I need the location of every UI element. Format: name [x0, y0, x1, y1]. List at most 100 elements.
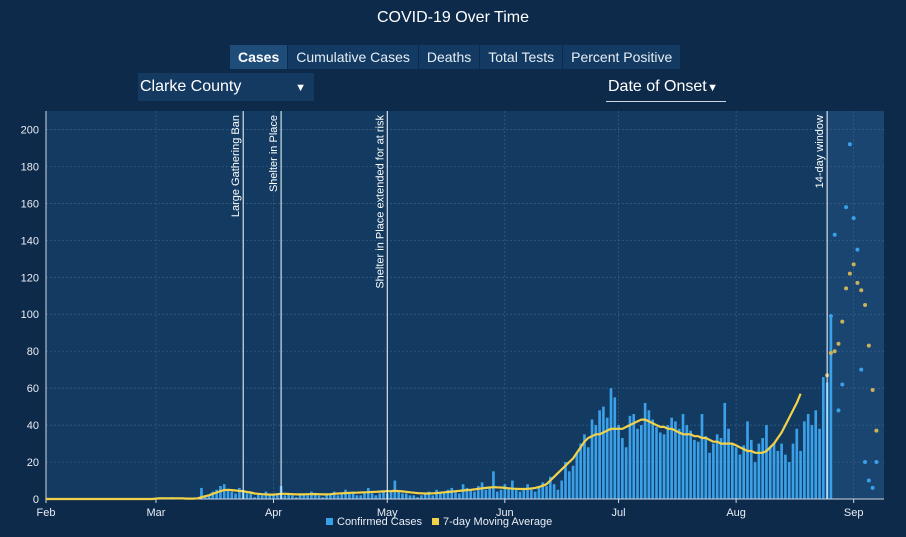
bar-confirmed-cases [765, 425, 768, 499]
window-point-cases [828, 314, 833, 319]
bar-confirmed-cases [420, 495, 423, 499]
bar-confirmed-cases [651, 419, 655, 499]
bar-confirmed-cases [427, 491, 431, 499]
bar-confirmed-cases [780, 443, 783, 499]
bar-confirmed-cases [749, 439, 753, 499]
bar-confirmed-cases [484, 489, 488, 499]
bar-confirmed-cases [230, 491, 234, 499]
bar-confirmed-cases [730, 443, 734, 499]
bar-confirmed-cases [696, 441, 700, 499]
bar-confirmed-cases [473, 491, 476, 499]
bar-confirmed-cases [389, 491, 393, 499]
chart-legend: Confirmed Cases 7-day Moving Average [326, 516, 552, 528]
y-tick-label: 120 [21, 272, 39, 284]
bar-confirmed-cases [283, 495, 287, 499]
bar-confirmed-cases [579, 443, 582, 499]
bar-confirmed-cases [700, 414, 704, 499]
bar-confirmed-cases [757, 443, 761, 499]
window-point-moving-average [828, 351, 833, 356]
bar-confirmed-cases [738, 454, 742, 499]
line-7-day-moving-average [46, 393, 802, 501]
bar-confirmed-cases [401, 493, 404, 499]
window-point-cases [874, 460, 879, 465]
county-dropdown[interactable]: Clarke County ▼ [138, 73, 314, 101]
window-point-cases [866, 478, 871, 483]
bar-confirmed-cases [575, 452, 579, 499]
bar-confirmed-cases [598, 410, 601, 499]
bar-confirmed-cases [643, 402, 647, 499]
window-point-moving-average [870, 387, 875, 392]
legend-item-moving-average[interactable]: 7-day Moving Average [431, 516, 553, 528]
bar-confirmed-cases [609, 388, 613, 499]
y-tick-label: 160 [21, 198, 39, 210]
bar-confirmed-cases [624, 447, 628, 499]
bar-confirmed-cases [442, 491, 446, 499]
bar-confirmed-cases [291, 495, 294, 499]
bar-confirmed-cases [594, 425, 598, 499]
bar-confirmed-cases [617, 425, 620, 499]
bar-confirmed-cases [541, 482, 545, 499]
bar-confirmed-cases [537, 487, 541, 499]
bar-confirmed-cases [776, 450, 780, 499]
bar-confirmed-cases [526, 484, 529, 499]
legend-label: 7-day Moving Average [442, 516, 553, 528]
y-tick-label: 60 [27, 383, 39, 395]
bar-confirmed-cases [715, 434, 719, 499]
bar-confirmed-cases [708, 452, 711, 499]
bar-confirmed-cases [746, 421, 749, 499]
window-point-moving-average [863, 303, 868, 307]
x-tick-label: Jun [496, 507, 514, 519]
bar-confirmed-cases [806, 414, 810, 499]
bar-confirmed-cases [590, 419, 594, 499]
chart-title: COVID-19 Over Time [376, 9, 530, 26]
x-tick-label: May [377, 507, 398, 519]
bar-confirmed-cases [586, 447, 590, 499]
date-type-dropdown[interactable]: Date of Onset ▼ [606, 73, 726, 102]
bar-confirmed-cases [791, 443, 795, 499]
plot-area [46, 111, 884, 499]
bar-confirmed-cases [681, 414, 685, 499]
bar-confirmed-cases [560, 480, 564, 499]
tab-cases[interactable]: Cases [230, 45, 288, 69]
window-point-cases [851, 216, 856, 221]
bar-confirmed-cases [799, 450, 802, 499]
bar-confirmed-cases [363, 491, 366, 499]
tab-deaths[interactable]: Deaths [417, 45, 479, 69]
bar-confirmed-cases [772, 443, 776, 499]
bar-confirmed-cases [693, 439, 696, 499]
bar-confirmed-cases [275, 493, 279, 499]
bar-confirmed-cases [408, 495, 412, 499]
tab-total-tests[interactable]: Total Tests [479, 45, 562, 69]
county-dropdown-value: Clarke County [140, 78, 242, 95]
bar-confirmed-cases [344, 489, 347, 499]
window-point-moving-average [844, 286, 849, 291]
bar-confirmed-cases [784, 454, 787, 499]
bar-confirmed-cases [689, 430, 692, 499]
bar-confirmed-cases [545, 486, 548, 499]
bar-confirmed-cases [423, 493, 427, 499]
bar-confirmed-cases [727, 428, 730, 499]
bar-confirmed-cases [605, 417, 609, 499]
window-point-moving-average [832, 349, 837, 354]
x-tick-label: Sep [844, 507, 864, 519]
bar-confirmed-cases [655, 426, 658, 499]
bar-confirmed-cases [670, 417, 673, 499]
legend-item-confirmed-cases[interactable]: Confirmed Cases [326, 516, 422, 528]
bar-confirmed-cases [632, 414, 636, 499]
bar-confirmed-cases [332, 491, 336, 499]
annotation-label: 14-day window [814, 115, 826, 188]
bar-confirmed-cases [514, 489, 518, 499]
bar-confirmed-cases [658, 432, 662, 499]
bar-confirmed-cases [306, 495, 309, 499]
x-tick-label: Feb [37, 507, 56, 519]
bar-confirmed-cases [639, 425, 643, 499]
tab-percent-positive[interactable]: Percent Positive [562, 45, 680, 69]
y-tick-label: 100 [21, 309, 39, 321]
annotation-label: Large Gathering Ban [230, 115, 242, 217]
window-point-cases [832, 232, 837, 237]
window-point-cases [859, 367, 864, 372]
tab-cumulative-cases[interactable]: Cumulative Cases [287, 45, 418, 69]
bar-confirmed-cases [495, 491, 499, 499]
bar-confirmed-cases [298, 493, 302, 499]
